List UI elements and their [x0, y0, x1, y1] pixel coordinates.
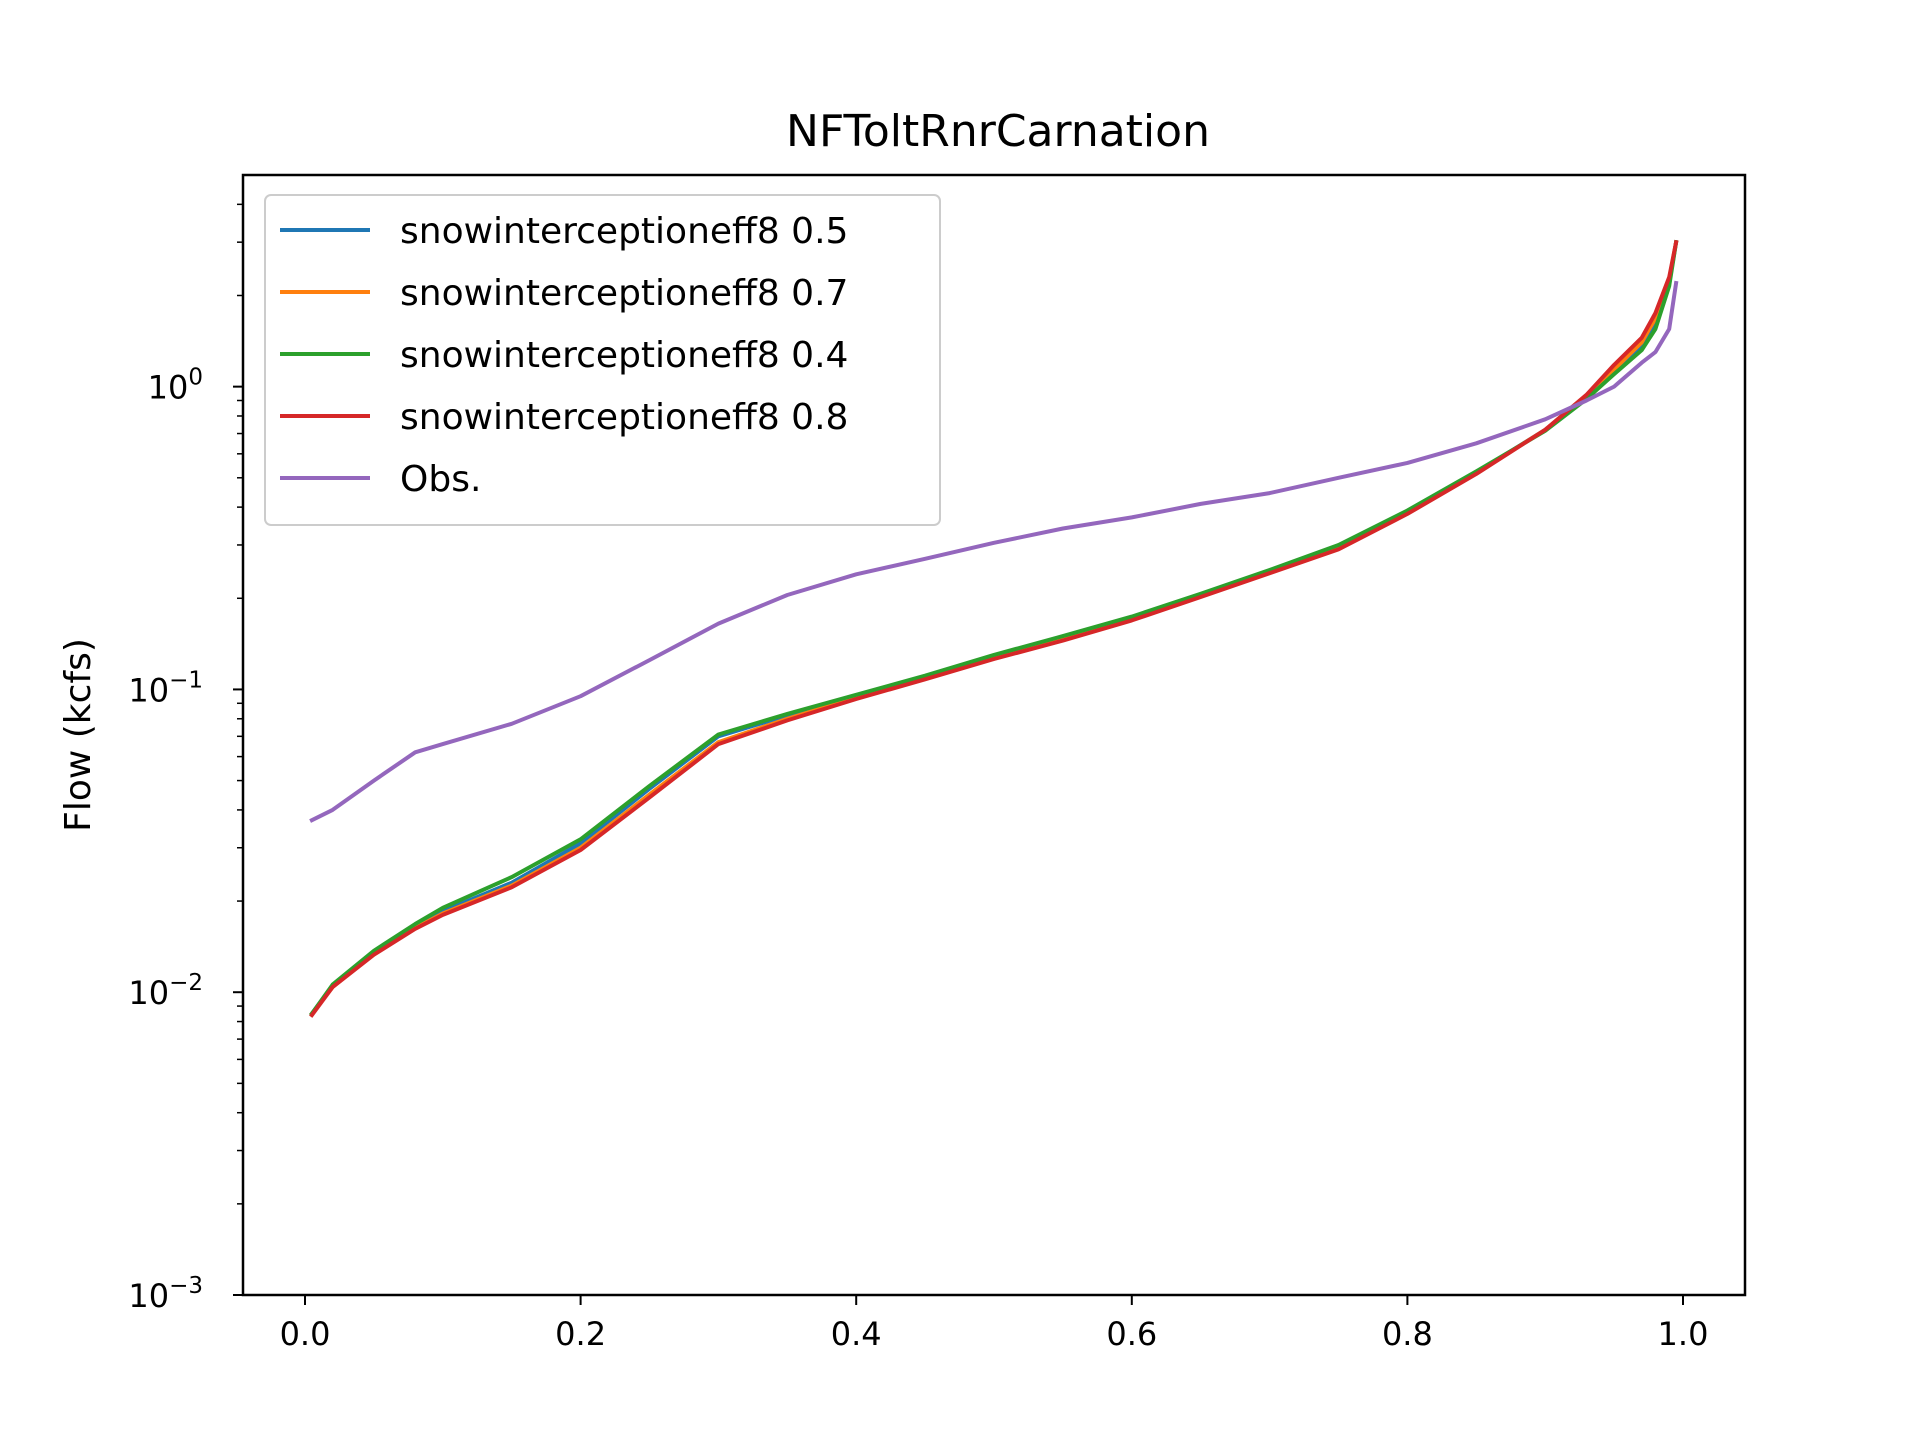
x-tick-label: 0.8	[1382, 1315, 1433, 1353]
legend-box	[264, 194, 941, 526]
chart-title: NFToltRnrCarnation	[786, 106, 1210, 157]
legend-label: snowinterceptioneff8 0.8	[400, 397, 848, 438]
x-tick-label: 0.6	[1106, 1315, 1157, 1353]
legend-label: Obs.	[400, 459, 481, 500]
x-tick-label: 0.2	[555, 1315, 606, 1353]
y-tick-label: 10−3	[128, 1273, 203, 1315]
series-line-3	[309, 239, 1679, 1018]
x-tick-label: 0.0	[280, 1315, 331, 1353]
y-tick-label: 10−2	[128, 970, 203, 1012]
x-tick-label: 0.4	[831, 1315, 882, 1353]
series-line-4	[309, 280, 1679, 823]
y-tick-label: 100	[148, 365, 203, 407]
series-line-2	[309, 239, 1679, 1017]
legend-label: snowinterceptioneff8 0.7	[400, 273, 848, 314]
axes-frame	[241, 173, 1747, 1297]
legend-label: snowinterceptioneff8 0.4	[400, 335, 848, 376]
y-axis-label: Flow (kcfs)	[58, 638, 99, 832]
legend-label: snowinterceptioneff8 0.5	[400, 211, 848, 252]
legend: snowinterceptioneff8 0.5 snowinterception…	[264, 194, 941, 526]
x-tick-label: 1.0	[1658, 1315, 1709, 1353]
plot-area: 0.0 0.2 0.4 0.6 0.8 1.0 10−3 10−2 10−1 100	[128, 173, 1747, 1353]
y-tick-label: 10−1	[128, 667, 203, 709]
